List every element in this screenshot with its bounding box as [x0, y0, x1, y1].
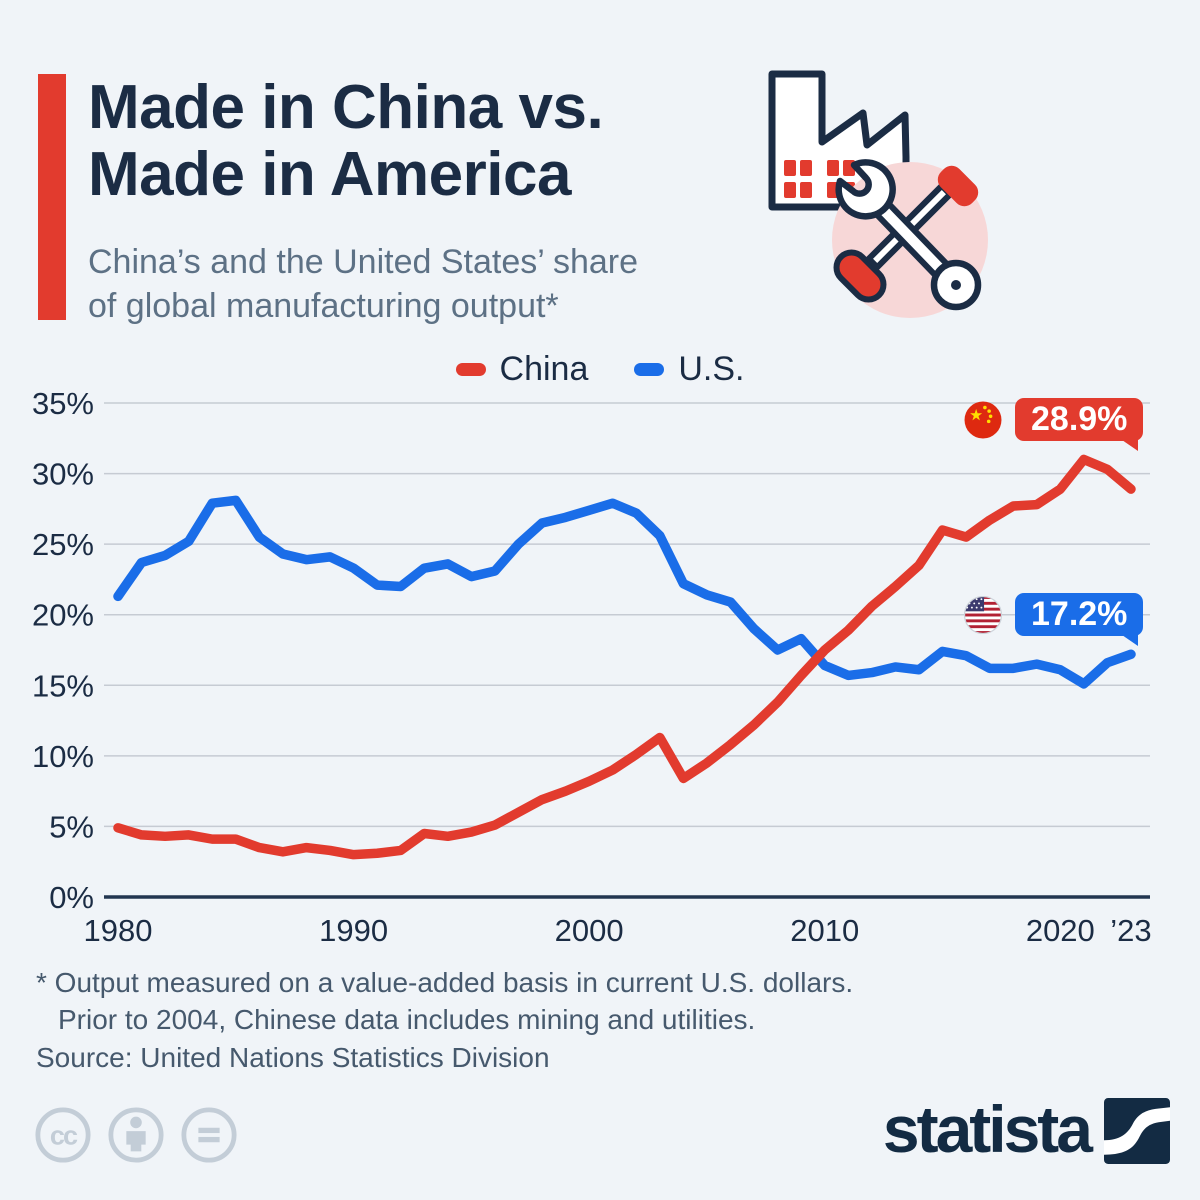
y-tick-label: 5% — [49, 809, 94, 844]
factory-tools-icon — [768, 70, 988, 318]
x-tick-label: 1990 — [319, 913, 388, 948]
us-callout: 17.2% — [964, 593, 1144, 646]
x-tick-label: ’23 — [1110, 913, 1151, 948]
title-line-2: Made in America — [88, 140, 571, 209]
subtitle-line-1: China’s and the United States’ share — [88, 243, 639, 281]
statista-branding: statista — [883, 1096, 1170, 1166]
x-tick-label: 2000 — [555, 913, 624, 948]
y-tick-label: 25% — [32, 527, 94, 562]
us-value-badge: 17.2% — [1015, 593, 1144, 646]
y-tick-label: 35% — [32, 386, 94, 421]
cc-nd-equals-icon — [181, 1107, 237, 1163]
y-tick-label: 30% — [32, 457, 94, 492]
y-tick-label: 15% — [32, 668, 94, 703]
page-title: Made in China vs. Made in America — [88, 73, 604, 209]
legend-item-china: China — [455, 350, 589, 389]
china-flag-icon — [964, 401, 1002, 438]
source-line: Source: United Nations Statistics Divisi… — [36, 1042, 550, 1073]
statista-wordmark: statista — [882, 1092, 1093, 1166]
subtitle-line-2: of global manufacturing output* — [88, 287, 559, 325]
x-tick-label: 1980 — [84, 913, 153, 948]
x-tick-label: 2020 — [1026, 913, 1095, 948]
legend-item-us: U.S. — [634, 350, 744, 389]
china-legend-label: China — [499, 350, 589, 388]
subtitle: China’s and the United States’ share of … — [88, 240, 638, 328]
y-tick-label: 10% — [32, 739, 94, 774]
china-callout: 28.9% — [964, 398, 1144, 451]
us-legend-swatch — [634, 363, 665, 376]
statista-logo-icon — [1104, 1098, 1170, 1164]
title-accent-bar — [38, 74, 66, 320]
chart-legend: China U.S. — [0, 350, 1200, 389]
x-tick-label: 2010 — [790, 913, 859, 948]
us-legend-label: U.S. — [678, 350, 745, 388]
china-value-badge: 28.9% — [1015, 398, 1144, 451]
china-line — [113, 454, 1136, 860]
y-tick-label: 0% — [49, 880, 94, 915]
cc-icon: cc — [35, 1107, 91, 1163]
footnote-line-1: * Output measured on a value-added basis… — [36, 967, 854, 998]
us-flag-icon — [964, 595, 1002, 634]
title-line-1: Made in China vs. — [88, 73, 604, 142]
footnote-line-2: Prior to 2004, Chinese data includes min… — [58, 1004, 756, 1035]
cc-by-person-icon — [108, 1107, 164, 1163]
y-tick-label: 20% — [32, 598, 94, 633]
china-legend-swatch — [455, 363, 486, 376]
us-line — [113, 495, 1136, 689]
wrench-icon — [835, 159, 982, 311]
svg-text:cc: cc — [50, 1121, 78, 1151]
cc-license-icons: cc — [34, 1106, 238, 1164]
footnote: * Output measured on a value-added basis… — [36, 964, 853, 1038]
